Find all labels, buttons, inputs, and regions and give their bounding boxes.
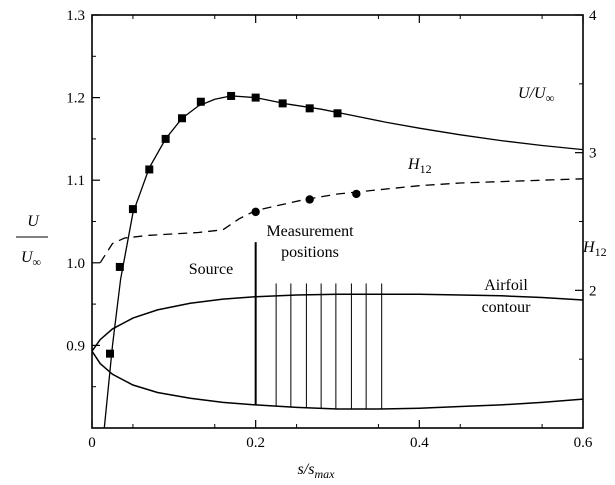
data-point-u-uinf <box>196 97 205 106</box>
data-point-u-uinf <box>115 262 124 271</box>
data-point-u-uinf <box>305 104 314 113</box>
airfoil-layer <box>92 242 583 410</box>
y-left-label-denominator: U∞ <box>21 249 41 269</box>
series-label-h-sub: 12 <box>420 162 432 176</box>
data-point-h12 <box>251 207 260 217</box>
y-left-label-denominator-main: U <box>21 249 34 266</box>
x-tick-label: 0.4 <box>410 435 429 451</box>
data-point-u-uinf <box>161 134 170 143</box>
plot-frame <box>91 14 584 429</box>
data-point-h12 <box>352 189 361 199</box>
airfoil-contour-label-line2: contour <box>482 299 532 316</box>
y-right-label-main: H <box>582 239 596 256</box>
series-line-h12 <box>99 178 583 264</box>
x-axis-label: s/smax <box>298 461 336 481</box>
measurement-positions-label-line1: Measurement <box>266 223 354 240</box>
x-label-main: s/s <box>298 461 315 478</box>
y-left-tick-label: 1.0 <box>66 256 85 272</box>
y-right-tick-label: 3 <box>589 146 597 162</box>
x-tick-label: 0 <box>88 435 96 451</box>
x-tick-label: 0.2 <box>246 435 265 451</box>
x-label-sub: max <box>314 467 335 481</box>
source-label: Source <box>189 261 233 278</box>
data-point-u-uinf <box>278 99 287 108</box>
series-label-u-sub: ∞ <box>546 91 555 105</box>
y-left-label-denominator-sub: ∞ <box>33 255 42 269</box>
y-right-axis-label: H12 <box>582 239 607 259</box>
data-point-u-uinf <box>251 93 260 102</box>
series-label-h12: H12 <box>407 156 432 176</box>
data-point-u-uinf <box>227 91 236 100</box>
y-right-tick-label: 4 <box>589 8 597 24</box>
lines-layer <box>99 95 583 428</box>
y-right-tick-label: 2 <box>589 283 597 299</box>
y-left-label-numerator: U <box>27 213 40 230</box>
data-point-u-uinf <box>145 165 154 174</box>
series-label-u-main: U/U <box>518 85 547 102</box>
y-left-tick-label: 1.1 <box>66 173 85 189</box>
y-left-tick-label: 1.2 <box>66 91 85 107</box>
measurement-positions-label-line2: positions <box>281 244 339 261</box>
y-right-label-sub: 12 <box>595 245 607 259</box>
data-point-u-uinf <box>128 205 137 214</box>
plot-border <box>91 14 584 429</box>
data-point-u-uinf <box>106 349 115 358</box>
data-point-u-uinf <box>333 109 342 118</box>
ticks-layer: 0 0.2 0.4 0.6 0.9 1.0 1.1 1.2 1.3 2 3 4 <box>66 8 597 451</box>
x-tick-label: 0.6 <box>574 435 593 451</box>
series-label-h-main: H <box>407 156 421 173</box>
series-line-u-uinf <box>103 95 583 428</box>
airfoil-contour-label-line1: Airfoil <box>484 277 528 294</box>
series-label-u-uinf: U/U∞ <box>518 85 555 105</box>
y-left-tick-label: 0.9 <box>66 338 85 354</box>
y-left-axis-label: U U∞ <box>16 213 48 269</box>
data-point-u-uinf <box>178 114 187 123</box>
y-left-tick-label: 1.3 <box>66 8 85 24</box>
data-point-h12 <box>305 195 314 204</box>
markers-layer <box>106 91 361 358</box>
airfoil-lower-surface <box>92 350 583 410</box>
